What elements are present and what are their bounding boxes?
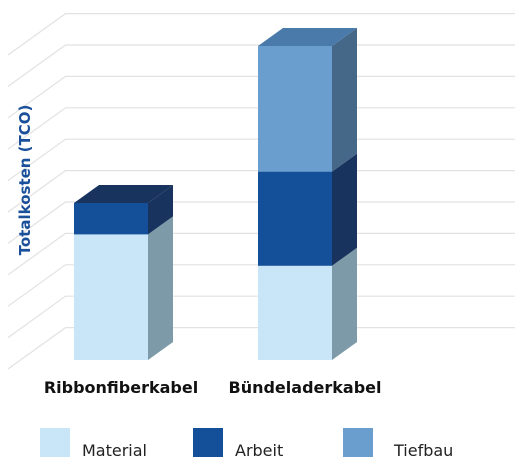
bar-0-arbeit-front	[74, 203, 148, 235]
gridline-diagonal	[7, 138, 66, 182]
category-labels: Ribbonfiberkabel Bündeladerkabel	[44, 378, 382, 397]
bar-0-material-front	[74, 234, 148, 360]
bar-1-top	[258, 28, 357, 46]
bar-1-arbeit-side	[332, 153, 357, 266]
legend: Material Arbeit Tiefbau	[40, 428, 453, 460]
gridline-diagonal	[7, 327, 66, 370]
gridline-diagonal	[7, 44, 66, 87]
bar-1-material-side	[332, 247, 357, 360]
legend-label-arbeit: Arbeit	[235, 441, 283, 460]
gridline-diagonal	[7, 232, 66, 276]
legend-label-material: Material	[82, 441, 147, 460]
gridline-diagonal	[7, 264, 66, 307]
bars-layer	[74, 28, 357, 360]
bar-0-material-side	[148, 216, 173, 360]
gridline-diagonal	[7, 170, 66, 213]
bar-1-tiefbau-front	[258, 46, 332, 172]
bar-0-top	[74, 185, 173, 203]
legend-label-tiefbau: Tiefbau	[393, 441, 453, 460]
legend-swatch-arbeit	[193, 428, 223, 457]
y-axis-label: Totalkosten (TCO)	[16, 105, 34, 256]
bar-0-arbeit-side	[148, 185, 173, 235]
gridline-diagonal	[7, 107, 66, 150]
gridline-diagonal	[7, 295, 66, 339]
category-label-buendeladerkabel: Bündeladerkabel	[229, 378, 382, 397]
legend-swatch-material	[40, 428, 70, 457]
bar-1-arbeit-front	[258, 171, 332, 266]
category-label-ribbonfiberkabel: Ribbonfiberkabel	[44, 378, 198, 397]
gridline-diagonal	[7, 75, 66, 119]
legend-swatch-tiefbau	[343, 428, 373, 457]
gridline-diagonal	[7, 201, 66, 244]
bar-1-material-front	[258, 265, 332, 360]
bar-1-tiefbau-side	[332, 28, 357, 172]
gridline-diagonal	[7, 13, 66, 56]
